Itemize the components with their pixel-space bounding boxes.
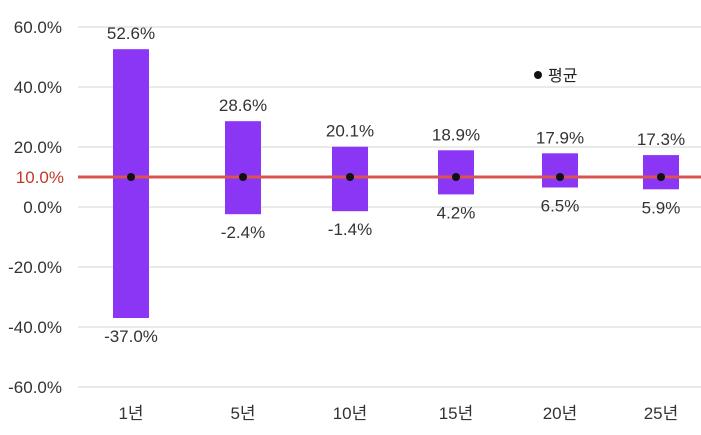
- gridlines: [78, 26, 701, 388]
- y-axis-ticks: 60.0% 40.0% 20.0% 0.0% -20.0% -40.0% -60.0%: [8, 18, 62, 397]
- reference-line-group: 10.0%: [16, 168, 701, 187]
- x-category-label: 25년: [644, 404, 679, 423]
- min-value-label: 6.5%: [541, 197, 580, 216]
- max-value-label: 18.9%: [432, 125, 480, 144]
- max-value-label: 52.6%: [107, 24, 155, 43]
- y-tick-label: 0.0%: [23, 198, 62, 217]
- y-tick-label: 20.0%: [14, 138, 62, 157]
- average-marker: [346, 173, 354, 181]
- range-bar: [643, 155, 679, 190]
- max-value-label: 28.6%: [219, 96, 267, 115]
- y-tick-label: 60.0%: [14, 18, 62, 37]
- average-marker: [556, 173, 564, 181]
- legend-marker: [534, 71, 542, 79]
- value-labels: 52.6% -37.0% 28.6% -2.4% 20.1% -1.4% 18.9% 4.2%…: [104, 24, 685, 346]
- x-category-label: 1년: [118, 404, 143, 423]
- legend-label: 평균: [548, 67, 577, 85]
- x-axis-categories: 1년 5년 10년 15년 20년 25년: [118, 404, 678, 423]
- min-value-label: -1.4%: [328, 220, 372, 239]
- range-bar: [113, 49, 149, 318]
- average-marker: [657, 173, 665, 181]
- legend: 평균: [534, 67, 577, 85]
- max-value-label: 17.9%: [536, 128, 584, 147]
- y-tick-label: 40.0%: [14, 78, 62, 97]
- average-markers: [127, 173, 665, 181]
- range-bar: [438, 150, 474, 195]
- y-tick-label: -20.0%: [8, 258, 62, 277]
- range-bars: [113, 49, 679, 318]
- min-value-label: 4.2%: [437, 203, 476, 222]
- min-value-label: -2.4%: [221, 223, 265, 242]
- average-marker: [127, 173, 135, 181]
- min-value-label: -37.0%: [104, 327, 158, 346]
- max-value-label: 20.1%: [326, 122, 374, 141]
- reference-line-label: 10.0%: [16, 168, 64, 187]
- average-marker: [239, 173, 247, 181]
- y-tick-label: -60.0%: [8, 378, 62, 397]
- range-bar: [542, 153, 578, 188]
- max-value-label: 17.3%: [637, 130, 685, 149]
- min-value-label: 5.9%: [642, 198, 681, 217]
- x-category-label: 20년: [543, 404, 578, 423]
- x-category-label: 5년: [230, 404, 255, 423]
- x-category-label: 10년: [333, 404, 368, 423]
- y-tick-label: -40.0%: [8, 318, 62, 337]
- average-marker: [452, 173, 460, 181]
- range-bar: [225, 121, 261, 215]
- x-category-label: 15년: [439, 404, 474, 423]
